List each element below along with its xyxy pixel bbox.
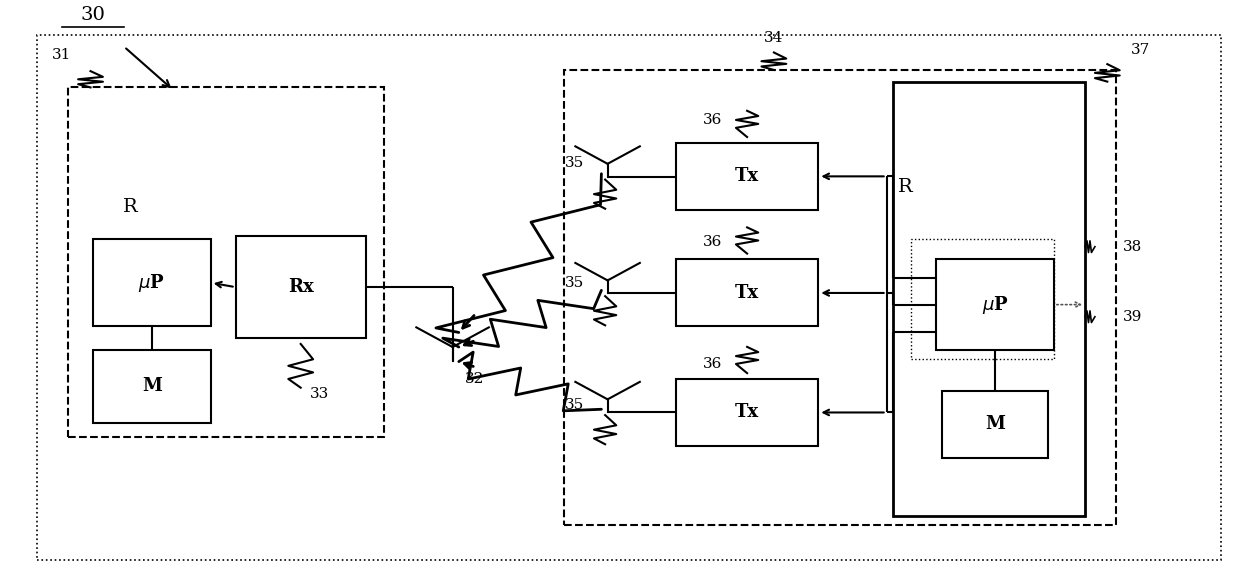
Text: R: R	[898, 178, 913, 195]
Text: 36: 36	[703, 235, 723, 249]
Text: 35: 35	[564, 276, 584, 290]
Text: Tx: Tx	[735, 284, 759, 302]
FancyBboxPatch shape	[676, 379, 818, 446]
FancyBboxPatch shape	[93, 350, 211, 423]
Text: 32: 32	[465, 372, 485, 386]
Text: Tx: Tx	[735, 167, 759, 185]
Text: 36: 36	[703, 357, 723, 371]
Text: 38: 38	[1122, 240, 1142, 254]
Text: Tx: Tx	[735, 403, 759, 422]
Text: R: R	[123, 198, 138, 216]
Text: M: M	[985, 415, 1006, 433]
Text: $\mu$P: $\mu$P	[139, 272, 165, 294]
Text: 35: 35	[564, 398, 584, 412]
FancyBboxPatch shape	[936, 259, 1054, 350]
Text: 30: 30	[81, 6, 105, 23]
Text: $\mu$P: $\mu$P	[982, 294, 1008, 315]
Text: 36: 36	[703, 113, 723, 127]
Text: 31: 31	[52, 48, 72, 62]
FancyBboxPatch shape	[676, 259, 818, 326]
Text: M: M	[141, 377, 162, 395]
FancyBboxPatch shape	[942, 391, 1048, 458]
Text: Rx: Rx	[288, 278, 314, 296]
FancyBboxPatch shape	[236, 236, 366, 338]
Text: 34: 34	[764, 31, 784, 45]
Text: 39: 39	[1122, 310, 1142, 324]
FancyBboxPatch shape	[93, 239, 211, 326]
FancyBboxPatch shape	[893, 82, 1085, 516]
Text: 35: 35	[564, 156, 584, 170]
FancyBboxPatch shape	[676, 143, 818, 210]
Text: 37: 37	[1131, 43, 1151, 57]
Text: 33: 33	[310, 387, 329, 401]
